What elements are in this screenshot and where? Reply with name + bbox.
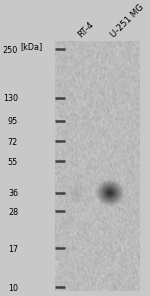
Text: RT-4: RT-4	[76, 20, 95, 39]
Text: [kDa]: [kDa]	[20, 42, 42, 51]
Text: U-251 MG: U-251 MG	[110, 3, 146, 39]
